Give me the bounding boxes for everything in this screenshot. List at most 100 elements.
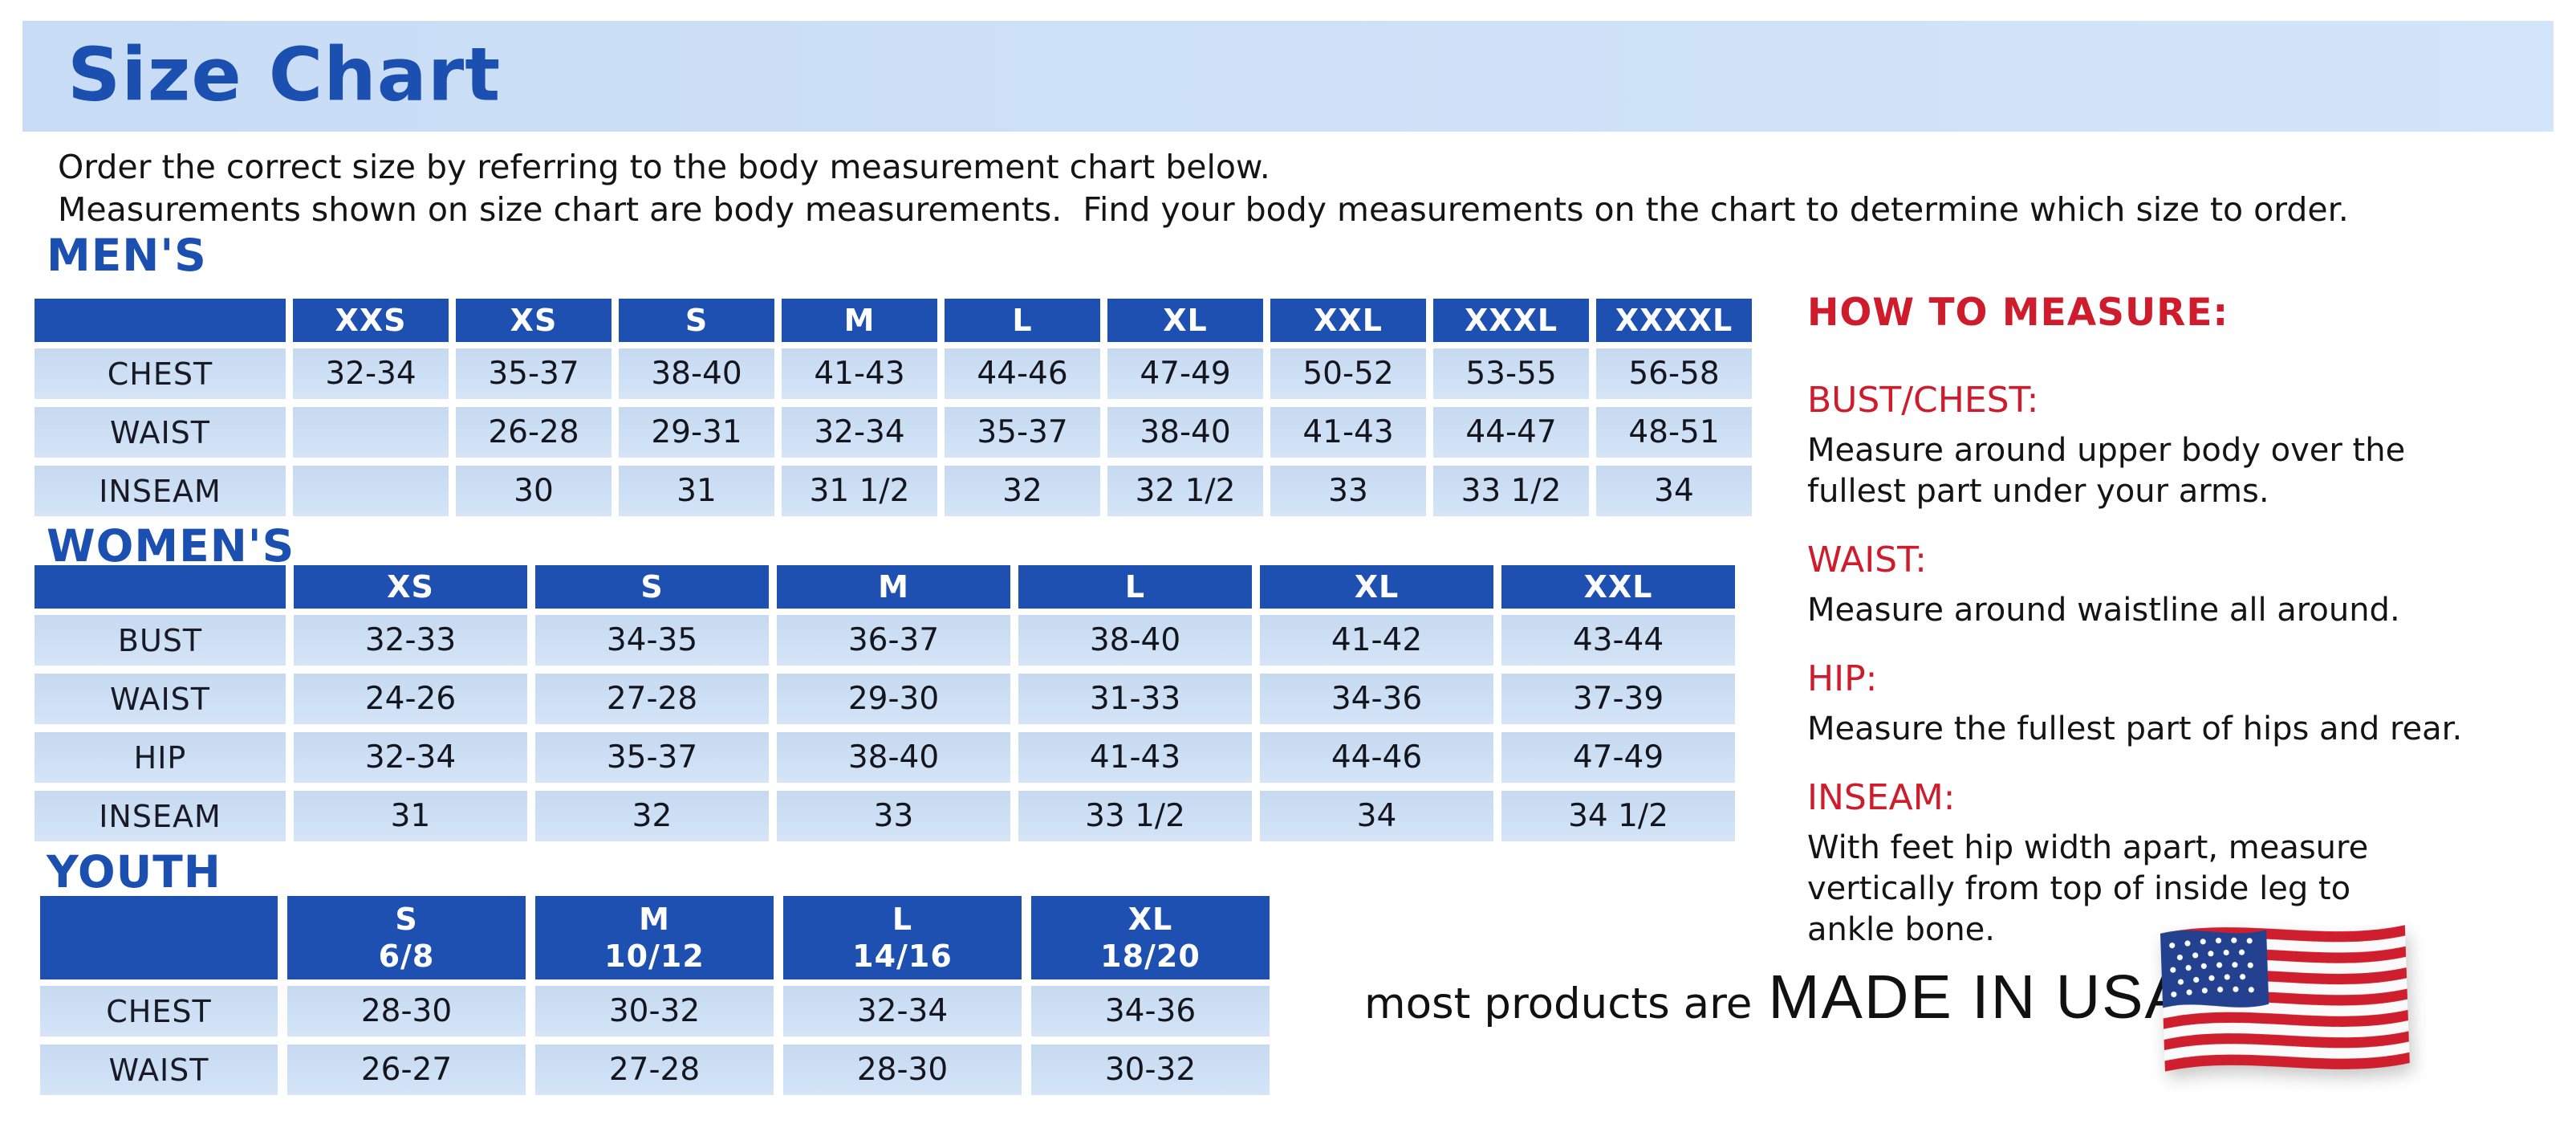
size-value-cell: 31 — [294, 791, 527, 841]
youth-size-range: 18/20 — [1100, 939, 1201, 974]
youth-corner-cell — [40, 896, 278, 979]
size-value-cell: 30-32 — [1031, 1044, 1270, 1095]
measure-label: BUST/CHEST: — [1807, 380, 2039, 421]
size-value-cell: 38-40 — [619, 348, 774, 399]
mens-header-row: XXS XS S M L XL XXL XXXL XXXXL — [35, 299, 1752, 342]
table-row: WAIST 26-28 29-31 32-34 35-37 38-40 41-4… — [35, 407, 1752, 458]
size-value-cell: 31 1/2 — [782, 466, 937, 516]
size-value-cell: 24-26 — [294, 674, 527, 724]
womens-header-row: XS S M L XL XXL — [35, 565, 1735, 609]
column-header-cell: L 14/16 — [783, 896, 1022, 979]
youth-size-label: S — [395, 902, 418, 937]
size-value-cell: 35-37 — [535, 732, 769, 783]
column-header-cell: XL — [1260, 565, 1493, 609]
size-value-cell: 41-43 — [1270, 407, 1426, 458]
made-in-usa-line: most products are MADE IN USA — [1364, 962, 2188, 1033]
row-label-cell: BUST — [35, 615, 286, 666]
size-value-cell: 33 — [1270, 466, 1426, 516]
column-header-cell: M 10/12 — [535, 896, 774, 979]
size-value-cell: 32-34 — [782, 407, 937, 458]
row-label-cell: CHEST — [35, 348, 286, 399]
youth-header-row: S 6/8 M 10/12 L 14/16 XL 18/20 — [40, 896, 1270, 979]
size-value-cell — [293, 407, 449, 458]
size-value-cell: 26-27 — [287, 1044, 526, 1095]
womens-corner-cell — [35, 565, 286, 609]
table-row: HIP 32-34 35-37 38-40 41-43 44-46 47-49 — [35, 732, 1735, 783]
size-value-cell: 29-30 — [777, 674, 1010, 724]
size-value-cell: 41-43 — [782, 348, 937, 399]
size-value-cell: 32-34 — [293, 348, 449, 399]
size-value-cell: 34 — [1596, 466, 1752, 516]
youth-size-table: S 6/8 M 10/12 L 14/16 XL 18/20 CHEST 28-… — [40, 896, 1270, 1103]
column-header-cell: XXXL — [1433, 299, 1589, 342]
intro-line-1: Order the correct size by referring to t… — [58, 148, 1270, 186]
size-value-cell: 31-33 — [1018, 674, 1252, 724]
made-in-usa-prefix: most products are — [1364, 979, 1753, 1028]
size-value-cell: 47-49 — [1501, 732, 1735, 783]
row-label-cell: INSEAM — [35, 466, 286, 516]
womens-size-table: XS S M L XL XXL BUST 32-33 34-35 36-37 3… — [35, 565, 1735, 849]
table-row: WAIST 26-27 27-28 28-30 30-32 — [40, 1044, 1270, 1095]
youth-size-label: XL — [1128, 902, 1173, 937]
youth-size-range: 14/16 — [852, 939, 953, 974]
size-value-cell: 32-33 — [294, 615, 527, 666]
title-banner: Size Chart — [22, 21, 2554, 132]
column-header-cell: XXL — [1270, 299, 1426, 342]
table-row: INSEAM 30 31 31 1/2 32 32 1/2 33 33 1/2 … — [35, 466, 1752, 516]
column-header-cell: L — [945, 299, 1100, 342]
measure-label: HIP: — [1807, 658, 1878, 699]
size-value-cell: 53-55 — [1433, 348, 1589, 399]
mens-corner-cell — [35, 299, 286, 342]
size-value-cell: 33 — [777, 791, 1010, 841]
made-in-usa-text: MADE IN USA — [1768, 963, 2188, 1032]
size-value-cell: 34 1/2 — [1501, 791, 1735, 841]
size-value-cell: 32 — [535, 791, 769, 841]
size-value-cell: 35-37 — [945, 407, 1100, 458]
row-label-cell: WAIST — [40, 1044, 278, 1095]
measure-item-waist: WAIST: Measure around waistline all arou… — [1807, 540, 2576, 631]
size-value-cell: 48-51 — [1596, 407, 1752, 458]
us-flag-icon — [2160, 917, 2410, 1085]
row-label-cell: INSEAM — [35, 791, 286, 841]
youth-size-range: 6/8 — [378, 939, 435, 974]
size-value-cell: 30 — [456, 466, 611, 516]
measure-text: Measure the fullest part of hips and rea… — [1807, 711, 2463, 747]
row-label-cell: WAIST — [35, 407, 286, 458]
size-value-cell: 44-46 — [945, 348, 1100, 399]
size-value-cell: 38-40 — [777, 732, 1010, 783]
measure-label: INSEAM: — [1807, 777, 1956, 818]
measure-text: With feet hip width apart, measure verti… — [1807, 829, 2369, 948]
size-value-cell: 37-39 — [1501, 674, 1735, 724]
youth-size-range: 10/12 — [604, 939, 705, 974]
column-header-cell: XL — [1107, 299, 1263, 342]
size-value-cell: 31 — [619, 466, 774, 516]
size-value-cell: 56-58 — [1596, 348, 1752, 399]
size-value-cell: 34-36 — [1031, 986, 1270, 1036]
column-header-cell: S — [535, 565, 769, 609]
size-value-cell: 33 1/2 — [1433, 466, 1589, 516]
column-header-cell: S — [619, 299, 774, 342]
size-value-cell: 34 — [1260, 791, 1493, 841]
size-value-cell: 38-40 — [1018, 615, 1252, 666]
measure-text: Measure around upper body over the fulle… — [1807, 432, 2406, 510]
youth-size-label: L — [892, 902, 913, 937]
size-value-cell: 41-42 — [1260, 615, 1493, 666]
size-value-cell: 43-44 — [1501, 615, 1735, 666]
table-row: BUST 32-33 34-35 36-37 38-40 41-42 43-44 — [35, 615, 1735, 666]
size-value-cell: 32 — [945, 466, 1100, 516]
size-value-cell: 26-28 — [456, 407, 611, 458]
table-row: WAIST 24-26 27-28 29-30 31-33 34-36 37-3… — [35, 674, 1735, 724]
youth-size-label: M — [639, 902, 670, 937]
table-row: CHEST 32-34 35-37 38-40 41-43 44-46 47-4… — [35, 348, 1752, 399]
us-flag-graphic — [2160, 925, 2410, 1072]
size-value-cell: 27-28 — [535, 1044, 774, 1095]
column-header-cell: XXXXL — [1596, 299, 1752, 342]
size-value-cell: 32-34 — [294, 732, 527, 783]
size-value-cell: 47-49 — [1107, 348, 1263, 399]
size-value-cell: 33 1/2 — [1018, 791, 1252, 841]
size-value-cell: 34-36 — [1260, 674, 1493, 724]
size-value-cell: 28-30 — [783, 1044, 1022, 1095]
column-header-cell: XS — [456, 299, 611, 342]
page-title: Size Chart — [67, 31, 502, 118]
column-header-cell: S 6/8 — [287, 896, 526, 979]
